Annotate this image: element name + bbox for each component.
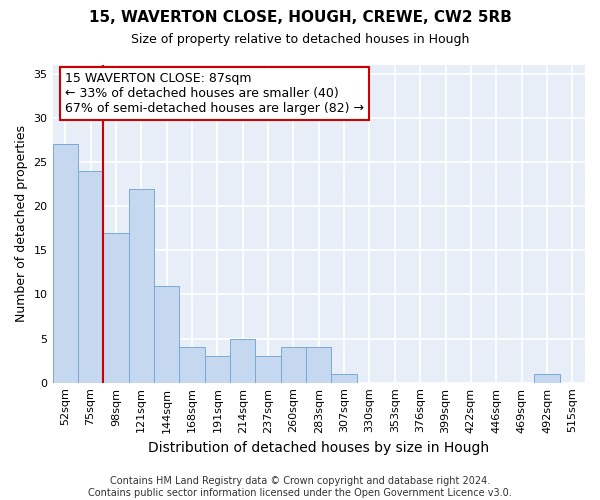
Bar	[256, 356, 281, 382]
Text: Contains HM Land Registry data © Crown copyright and database right 2024.
Contai: Contains HM Land Registry data © Crown c…	[88, 476, 512, 498]
Bar	[281, 348, 306, 382]
Text: 15, WAVERTON CLOSE, HOUGH, CREWE, CW2 5RB: 15, WAVERTON CLOSE, HOUGH, CREWE, CW2 5R…	[89, 10, 511, 25]
Y-axis label: Number of detached properties: Number of detached properties	[15, 126, 28, 322]
Bar	[103, 232, 128, 382]
Bar	[154, 286, 179, 382]
Bar	[78, 171, 103, 382]
Bar	[306, 348, 331, 382]
Text: Size of property relative to detached houses in Hough: Size of property relative to detached ho…	[131, 32, 469, 46]
X-axis label: Distribution of detached houses by size in Hough: Distribution of detached houses by size …	[148, 441, 490, 455]
Bar	[331, 374, 357, 382]
Bar	[230, 338, 256, 382]
Bar	[179, 348, 205, 382]
Bar	[534, 374, 560, 382]
Bar	[128, 188, 154, 382]
Bar	[53, 144, 78, 382]
Text: 15 WAVERTON CLOSE: 87sqm
← 33% of detached houses are smaller (40)
67% of semi-d: 15 WAVERTON CLOSE: 87sqm ← 33% of detach…	[65, 72, 364, 115]
Bar	[205, 356, 230, 382]
